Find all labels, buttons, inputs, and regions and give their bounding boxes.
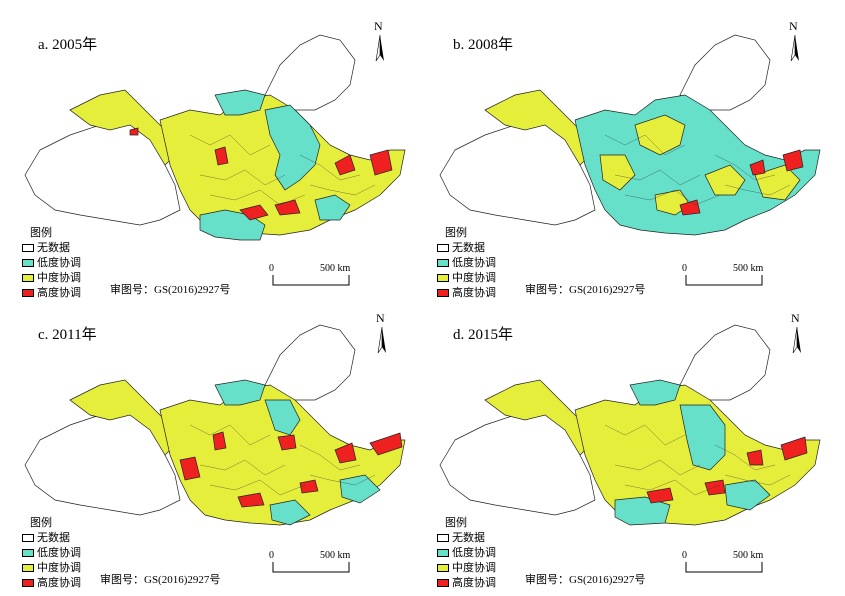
legend: 图例 无数据 低度协调 中度协调 高度协调 [437, 515, 496, 590]
scale-bar: 0 500 km [269, 263, 351, 287]
legend: 图例 无数据 低度协调 中度协调 高度协调 [437, 225, 496, 300]
approval-number: 审图号：GS(2016)2927号 [525, 284, 646, 296]
map-2015 [439, 324, 821, 526]
north-label: N [374, 19, 383, 33]
map-panel-2011: c. 2011年 N 图例 无数据 低度协调 中度协调 高度协调 审图号：GS(… [10, 305, 420, 595]
panel-title: a. 2005年 [38, 37, 98, 53]
region-high [239, 204, 269, 221]
approval-number: 审图号：GS(2016)2927号 [525, 574, 646, 586]
legend-title: 图例 [30, 226, 52, 239]
legend: 图例 无数据 低度协调 中度协调 高度协调 [22, 515, 81, 590]
region-high [369, 149, 393, 176]
region-low [314, 194, 351, 221]
legend-item-low: 低度协调 [22, 255, 81, 270]
scale-bar: 0 500 km [682, 263, 763, 287]
scale-bar: 0 500 km [682, 550, 763, 574]
north-arrow: N [372, 311, 392, 359]
region-high [334, 154, 356, 176]
region-no-data [264, 34, 356, 111]
north-arrow: N [785, 19, 805, 67]
approval-number: 审图号：GS(2016)2927号 [110, 284, 231, 296]
map-2005 [24, 34, 406, 241]
legend-item-mid: 中度协调 [22, 270, 81, 285]
map-2011 [24, 324, 406, 526]
region-high [214, 146, 229, 166]
panel-title: c. 2011年 [38, 327, 97, 343]
map-2008 [439, 34, 821, 236]
region-low [264, 104, 321, 191]
panel-title: b. 2008年 [453, 37, 514, 53]
approval-number: 审图号：GS(2016)2927号 [100, 574, 221, 586]
scale-bar: 0 500 km [269, 550, 350, 574]
map-panel-2008: b. 2008年 N 图例 无数据 低度协调 中度协调 高度协调 审图号：GS(… [425, 15, 835, 305]
legend: 图例 无数据 低度协调 中度协调 高度协调 [22, 225, 81, 300]
legend-item-high: 高度协调 [22, 285, 81, 300]
region-low [214, 89, 266, 116]
scale-zero: 0 [269, 263, 274, 274]
scale-max: 500 km [320, 263, 351, 274]
region-high [129, 127, 139, 136]
north-arrow: N [787, 311, 807, 359]
map-panel-2015: d. 2015年 N 图例 无数据 低度协调 中度协调 高度协调 审图号：GS(… [425, 305, 835, 595]
panel-title: d. 2015年 [453, 327, 514, 343]
north-arrow: N [370, 19, 390, 67]
legend-item-no-data: 无数据 [22, 240, 81, 255]
map-panel-2005: a. 2005年 N 图例 无数据 低度协调 中度协调 高度协调 审图号：GS(… [10, 15, 420, 305]
